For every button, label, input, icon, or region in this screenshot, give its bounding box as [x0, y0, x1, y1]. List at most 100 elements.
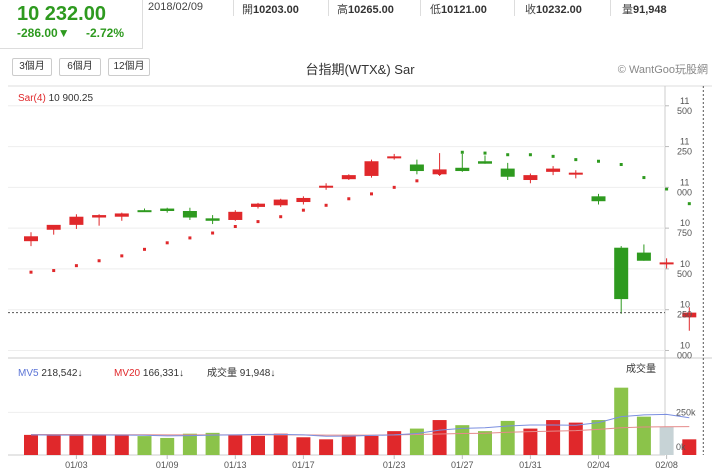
sar-dot [415, 179, 419, 183]
candle-body [182, 211, 197, 218]
candle-body [636, 252, 651, 261]
brand-watermark: © WantGoo玩股網 [617, 64, 708, 76]
candle-body [319, 185, 334, 188]
candle-body [409, 164, 424, 172]
sar-dot [74, 264, 78, 268]
sar-dot [642, 176, 646, 180]
sar-dot [506, 153, 510, 157]
price-tick-label: 11 500 [677, 96, 692, 116]
volume-bar [137, 436, 152, 455]
price-tick-label: 10 750 [677, 218, 692, 238]
volume-legend: 成交量 91,948↓ [207, 366, 275, 379]
sar-dot [370, 192, 373, 196]
candle-body [455, 167, 470, 172]
volume-axis-title: 成交量 [626, 362, 656, 375]
sar-dot [120, 254, 124, 258]
x-tick-label: 02/08 [655, 460, 678, 470]
candle-body [137, 210, 152, 213]
candle-body [500, 168, 515, 177]
price-tick-label: 10 250 [677, 300, 692, 320]
candle-body [614, 247, 629, 300]
candle-body [251, 203, 265, 207]
price-tick-label: 11 000 [677, 177, 692, 197]
candle-body [92, 215, 107, 218]
candle-body [659, 262, 674, 265]
sar-dot [279, 215, 283, 219]
candle-body [46, 224, 61, 230]
candle-body [114, 213, 129, 217]
quote-panel: 10 232.00 -286.00▼ -2.72% [0, 0, 143, 49]
volume-tick-label: 250k [676, 407, 696, 417]
volume-bar [296, 437, 311, 455]
last-price: 10 232.00 [17, 3, 106, 25]
candle-body [296, 197, 311, 203]
volume-bar [500, 420, 515, 455]
sar-dot [256, 220, 260, 224]
volume-bar [69, 434, 84, 455]
volume-bar [160, 437, 175, 455]
sar-dot [52, 269, 56, 273]
sar-legend: Sar(4) 10 900.25 [18, 93, 93, 104]
sar-dot [165, 241, 169, 245]
volume-bar [182, 433, 197, 455]
volume-tick-label: 0k [676, 442, 686, 452]
sar-dot [438, 171, 442, 175]
candle-body [546, 168, 561, 172]
price-tick-label: 10 000 [677, 340, 692, 360]
sar-dot [211, 231, 215, 235]
sar-dot [347, 197, 351, 201]
candle-body [205, 218, 220, 221]
sar-dot [597, 159, 600, 163]
candle-body [523, 175, 538, 181]
high-info: 高10265.00 [337, 4, 394, 16]
candle-body [160, 208, 175, 212]
x-tick-label: 01/17 [292, 460, 315, 470]
sar-dot [324, 203, 328, 207]
candle-body [341, 175, 356, 180]
candle-body [387, 156, 402, 159]
sar-dot [665, 187, 669, 191]
volume-bar [636, 416, 651, 455]
volume-bar [319, 439, 334, 455]
mv5-legend: MV5 218,542↓ [18, 368, 83, 379]
volume-bar [478, 431, 492, 455]
low-info: 低10121.00 [430, 4, 487, 16]
range-6m-button[interactable]: 6個月 [59, 58, 101, 76]
x-tick-label: 02/04 [587, 460, 610, 470]
volume-bar [591, 420, 606, 455]
sar-dot [233, 225, 237, 228]
sar-dot [143, 247, 146, 251]
volume-bar [432, 420, 447, 455]
price-tick-label: 10 500 [677, 259, 692, 279]
sar-dot [619, 163, 623, 167]
volume-bar [228, 435, 243, 455]
candle-body [24, 236, 38, 242]
range-3m-button[interactable]: 3個月 [12, 58, 52, 76]
chart-title: 台指期(WTX&) Sar [305, 62, 415, 77]
close-info: 收10232.00 [525, 4, 582, 16]
quote-date: 2018/02/09 [148, 1, 204, 13]
candle-body [478, 161, 492, 164]
price-tick-label: 11 250 [677, 137, 692, 157]
candle-body [69, 216, 84, 225]
candle-body [273, 199, 288, 206]
sar-dot [97, 259, 101, 263]
volume-bar [341, 434, 356, 455]
volume-bar [205, 432, 220, 455]
volume-bar [546, 420, 561, 455]
sar-dot [392, 185, 396, 189]
mv20-legend: MV20 166,331↓ [114, 368, 184, 379]
price-change-percent: -2.72% [86, 26, 125, 40]
volume-bar [114, 435, 129, 455]
sar-dot [483, 151, 487, 155]
volume-bar [364, 435, 379, 455]
price-change: -286.00▼ [17, 26, 70, 40]
candle-body [364, 161, 379, 176]
volume-bar [455, 425, 470, 455]
sar-dot [188, 236, 192, 240]
x-tick-label: 01/13 [224, 460, 247, 470]
volume-bar [523, 428, 538, 455]
x-tick-label: 01/27 [451, 460, 474, 470]
range-12m-button[interactable]: 12個月 [108, 58, 150, 76]
